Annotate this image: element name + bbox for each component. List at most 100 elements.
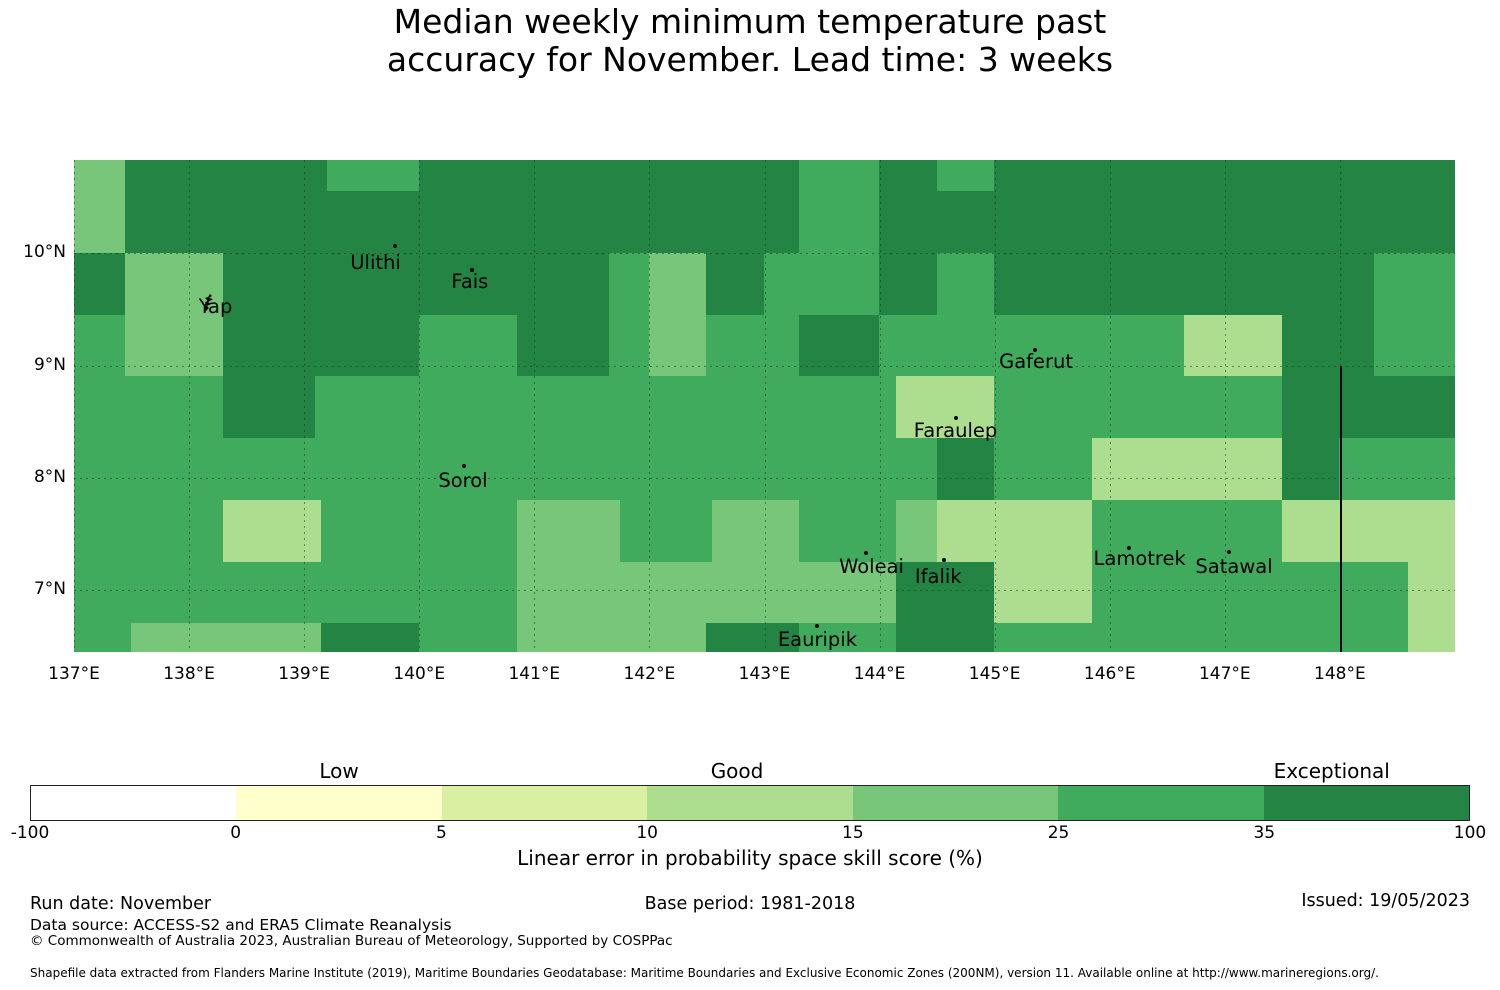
latitude-gridline (74, 590, 1455, 591)
island-marker-woleai (863, 551, 868, 556)
heatmap-cell (799, 500, 897, 563)
island-label-satawal: Satawal (1195, 554, 1273, 578)
heatmap-cell (74, 562, 518, 624)
latitude-gridline (74, 253, 1455, 254)
colorbar-tick-label: 25 (1047, 823, 1070, 843)
heatmap-cell (994, 253, 1375, 316)
island-label-faraulep: Faraulep (913, 418, 998, 442)
longitude-gridline (880, 160, 881, 652)
x-axis-tick-label: 144°E (853, 664, 906, 684)
island-marker-faraulep (953, 416, 958, 421)
heatmap-cell (712, 500, 800, 563)
island-label-ulithi: Ulithi (350, 251, 401, 275)
heatmap-cell (223, 315, 420, 377)
heatmap-cell (799, 160, 880, 192)
heatmap-cell (419, 160, 800, 192)
heatmap-cell (419, 315, 518, 377)
colorbar-segment (441, 786, 648, 820)
y-axis-tick-label: 8°N (33, 466, 66, 487)
heatmap-plot-area (74, 160, 1455, 652)
heatmap-cell (937, 160, 995, 192)
colorbar-tick-label: 5 (436, 823, 447, 843)
heatmap-cell (74, 500, 224, 563)
island-marker-satawal (1227, 550, 1232, 555)
island-marker-sorol (462, 463, 467, 468)
heatmap-cell (937, 253, 995, 316)
colorbar-category-label: Good (710, 759, 764, 783)
heatmap-cell (517, 562, 897, 624)
heatmap-cell (896, 623, 995, 652)
longitude-gridline (1110, 160, 1111, 652)
x-axis-tick-label: 148°E (1314, 664, 1366, 684)
heatmap-cell (321, 623, 420, 652)
island-label-gaferut: Gaferut (999, 350, 1074, 374)
heatmap-cell (74, 376, 224, 439)
island-marker-ifalik (942, 557, 947, 562)
chart-title: Median weekly minimum temperature past a… (0, 3, 1500, 79)
island-marker-lamotrek (1127, 545, 1132, 550)
heatmap-cell (1092, 562, 1409, 624)
colorbar-segment (31, 786, 237, 820)
chart-title-line1: Median weekly minimum temperature past (393, 2, 1107, 41)
heatmap-cell (125, 315, 224, 377)
heatmap-cell (799, 315, 880, 377)
heatmap-cell (1282, 500, 1455, 563)
heatmap-cell (609, 315, 650, 377)
x-axis-tick-label: 146°E (1083, 664, 1136, 684)
heatmap-cell (74, 623, 132, 652)
heatmap-cell (1408, 623, 1455, 652)
heatmap-cell (994, 562, 1093, 624)
heatmap-cell (74, 253, 126, 316)
heatmap-cell (1092, 500, 1283, 563)
heatmap-cell (896, 500, 938, 563)
heatmap-cell (879, 253, 938, 316)
heatmap-cell (896, 562, 995, 624)
colorbar-caption: Linear error in probability space skill … (517, 846, 983, 870)
heatmap-cell (315, 376, 897, 439)
heatmap-cell (994, 623, 1409, 652)
heatmap-cell (764, 253, 880, 316)
island-label-fais: Fais (451, 270, 489, 294)
island-marker-eauripik (815, 624, 820, 629)
heatmap-cell (706, 623, 800, 652)
run-date-text: Run date: November (30, 894, 212, 914)
heatmap-cell (517, 500, 621, 563)
x-axis-tick-label: 139°E (278, 664, 330, 684)
heatmap-cell (937, 500, 1093, 563)
longitude-gridline (534, 160, 535, 652)
base-period-text: Base period: 1981-2018 (644, 894, 856, 914)
heatmap-cell (74, 160, 126, 192)
data-source-text: Data source: ACCESS-S2 and ERA5 Climate … (30, 916, 452, 934)
issued-date-text: Issued: 19/05/2023 (1301, 891, 1470, 911)
heatmap-cell (896, 376, 995, 439)
heatmap-cell (125, 160, 328, 192)
colorbar-tick-label: -100 (10, 823, 50, 843)
x-axis-tick-label: 142°E (623, 664, 676, 684)
longitude-gridline (304, 160, 305, 652)
longitude-gridline (995, 160, 996, 652)
heatmap-cell (74, 315, 126, 377)
y-axis-tick-label: 9°N (33, 354, 66, 375)
longitude-gridline (1225, 160, 1226, 652)
chart-title-line2: accuracy for November. Lead time: 3 week… (386, 40, 1114, 79)
island-label-lamotrek: Lamotrek (1093, 546, 1186, 570)
heatmap-cell (649, 253, 707, 316)
heatmap-cell (994, 438, 1093, 501)
heatmap-cell (1408, 562, 1455, 624)
island-label-sorol: Sorol (438, 469, 488, 493)
island-label-yap: Yap (198, 295, 233, 319)
island-label-ifalik: Ifalik (914, 564, 962, 588)
copyright-text: © Commonwealth of Australia 2023, Austra… (30, 933, 673, 949)
heatmap-cell (706, 315, 800, 377)
x-axis-tick-label: 140°E (393, 664, 446, 684)
colorbar (30, 785, 1470, 821)
colorbar-category-label: Low (319, 759, 359, 783)
heatmap-cell (125, 191, 800, 254)
x-axis-tick-label: 147°E (1198, 664, 1251, 684)
island-marker-ulithi (393, 244, 398, 249)
colorbar-tick-label: 15 (842, 823, 864, 843)
colorbar-tick-label: 0 (230, 823, 242, 843)
heatmap-cell (517, 623, 707, 652)
x-axis-tick-label: 145°E (968, 664, 1021, 684)
colorbar-segment (236, 786, 442, 820)
